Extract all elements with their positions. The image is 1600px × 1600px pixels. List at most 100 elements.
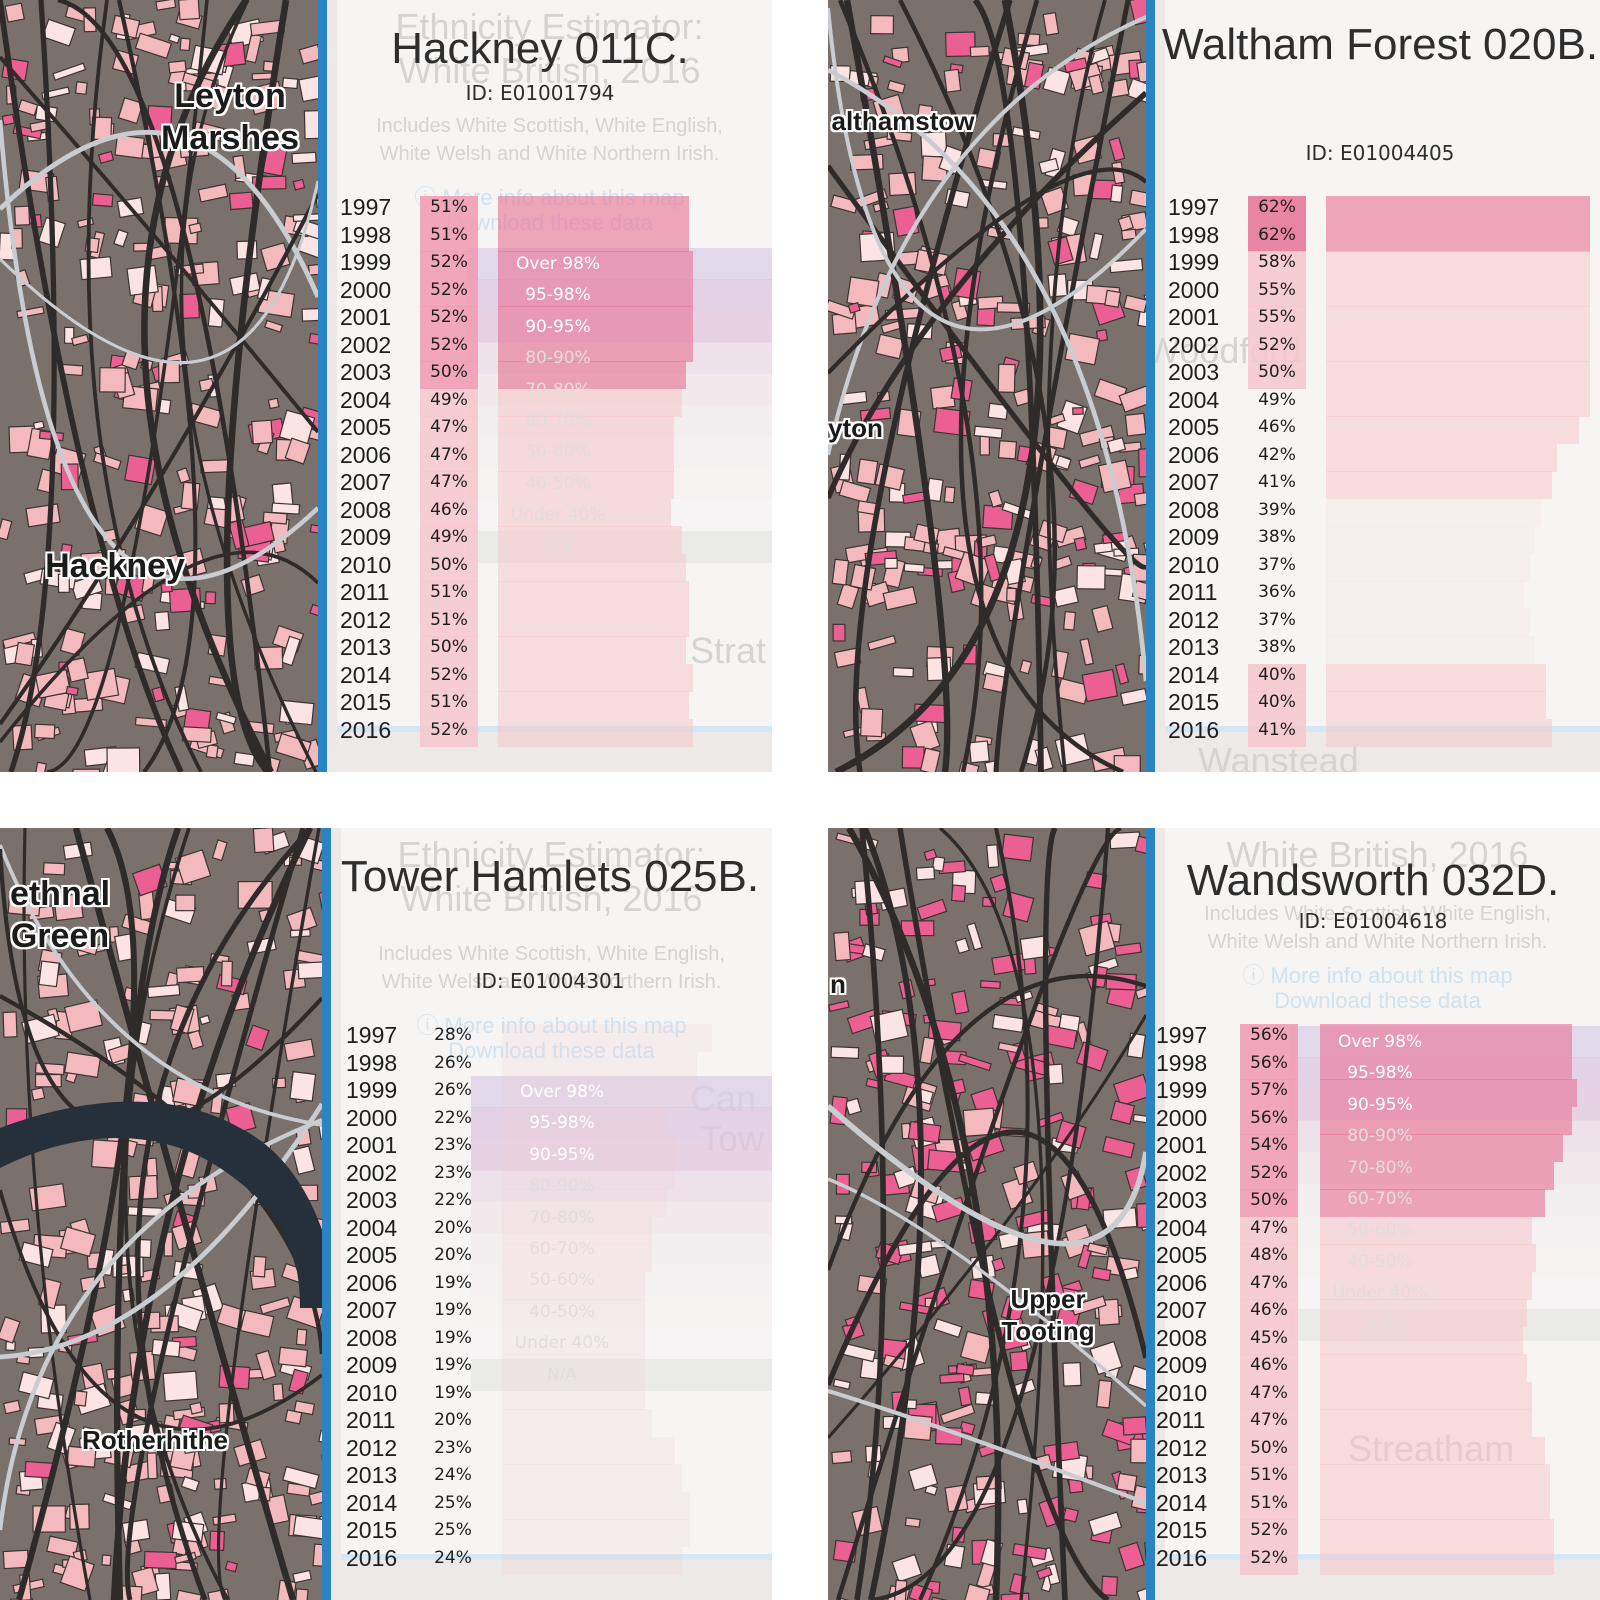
year-label: 2007: [340, 469, 392, 495]
percentage-value: 51%: [1250, 1492, 1288, 1513]
percentage-value: 52%: [1250, 1162, 1288, 1183]
more-info-link[interactable]: ⓘ More info about this map: [1242, 963, 1513, 988]
value-cell-bg: [1248, 278, 1306, 307]
value-bar: [498, 306, 693, 334]
area-title-block: Hackney 011C. ID: E01001794: [325, 24, 755, 105]
value-bar: [502, 1161, 675, 1190]
value-bar: [1320, 1216, 1532, 1245]
year-label: 2010: [346, 1379, 398, 1406]
year-label: 2008: [340, 496, 392, 523]
year-label: 2012: [340, 606, 392, 633]
legend-label: 95-98%: [1347, 1063, 1413, 1084]
value-bar: [498, 388, 682, 417]
value-cell-bg: [1248, 718, 1306, 747]
value-cell-bg: [1248, 223, 1306, 252]
value-bar: [1326, 526, 1535, 554]
percentage-value: 19%: [434, 1272, 472, 1293]
value-cell-bg: [1240, 1024, 1298, 1052]
legend-label: Under 40%: [514, 1333, 610, 1354]
map-view[interactable]: [0, 828, 322, 1600]
value-cell-bg: [420, 636, 478, 664]
year-label: 2014: [1156, 1489, 1208, 1516]
year-label: 2015: [340, 689, 392, 715]
percentage-value: 46%: [1250, 1300, 1288, 1320]
download-link[interactable]: Download these data: [1274, 988, 1481, 1013]
area-id: ID: E01004301: [475, 969, 625, 993]
percentage-value: 55%: [1258, 307, 1296, 327]
value-cell-bg: [1240, 1491, 1298, 1520]
year-label: 2000: [1168, 276, 1220, 303]
ghost-title: Ethnicity Estimator:: [397, 834, 706, 875]
year-label: 2002: [346, 1159, 398, 1186]
year-label: 2003: [340, 359, 392, 385]
percentage-value: 54%: [1250, 1135, 1288, 1155]
street-map: [0, 828, 322, 1600]
year-label: 2001: [346, 1132, 398, 1158]
value-bar: [498, 581, 690, 609]
value-bar: [1320, 1271, 1532, 1300]
percentage-value: 52%: [430, 664, 468, 685]
value-bar: [498, 553, 686, 582]
percentage-value: 52%: [430, 334, 468, 355]
percentage-value: 23%: [434, 1135, 472, 1155]
percentage-value: 19%: [434, 1382, 472, 1403]
value-cell-bg: [1240, 1299, 1298, 1327]
more-info-link[interactable]: ⓘ More info about this map: [416, 1013, 687, 1038]
value-bar: [1326, 443, 1557, 472]
percentage-value: 42%: [1258, 444, 1296, 465]
street-map: [0, 0, 318, 772]
street-map: [828, 0, 1146, 772]
area-id: ID: E01004618: [1298, 909, 1448, 933]
value-bar: [1326, 196, 1590, 224]
percentage-value: 41%: [1258, 472, 1296, 492]
year-label: 2006: [1168, 441, 1220, 468]
panel-waltham-forest: althamstow yton Woodford Wanstead Waltham Fo…: [828, 0, 1600, 772]
year-label: 1998: [340, 221, 392, 248]
percentage-value: 49%: [430, 527, 468, 547]
value-bar: [502, 1024, 712, 1052]
percentage-value: 47%: [1250, 1272, 1288, 1293]
legend-label: 90-95%: [1347, 1094, 1413, 1115]
value-cell-bg: [420, 471, 478, 499]
percentage-value: 50%: [1258, 362, 1296, 382]
year-label: 2014: [346, 1489, 398, 1516]
year-label: 2009: [340, 524, 392, 550]
year-label: 1997: [1156, 1022, 1208, 1048]
value-cell-bg: [1248, 663, 1306, 692]
value-cell-bg: [1240, 1326, 1298, 1355]
value-cell-bg: [420, 196, 478, 224]
legend-label: 60-70%: [1347, 1189, 1413, 1209]
map-view[interactable]: [0, 0, 318, 772]
legend-label: 80-90%: [525, 348, 591, 369]
year-label: 2015: [1156, 1517, 1208, 1543]
value-bar: [1326, 361, 1590, 389]
value-cell-bg: [1240, 1409, 1298, 1437]
value-bar: [1326, 718, 1552, 747]
value-cell-bg: [1240, 1381, 1298, 1410]
year-label: 2002: [1168, 331, 1220, 358]
value-bar: [1326, 333, 1590, 362]
percentage-value: 25%: [434, 1520, 472, 1540]
map-view[interactable]: [828, 828, 1146, 1600]
map-place-label: Leyton Marshes: [161, 77, 299, 157]
value-cell-bg: [1240, 1189, 1298, 1217]
download-link[interactable]: Download these data: [448, 1038, 655, 1063]
year-label: 2003: [346, 1187, 398, 1213]
percentage-value: 51%: [430, 582, 468, 602]
map-view[interactable]: [828, 0, 1146, 772]
value-cell-bg: [420, 581, 478, 609]
ghost-title: White British, 2016: [398, 50, 701, 91]
ghost-description: White Welsh and White Northern Irish.: [379, 143, 720, 165]
map-place-label: Rotherhithe: [82, 1425, 228, 1455]
year-label: 2012: [1156, 1434, 1208, 1461]
value-cell-bg: [1240, 1519, 1298, 1547]
legend-label: 40-50%: [529, 1301, 595, 1322]
value-bar: [498, 443, 675, 472]
percentage-value: 52%: [1250, 1520, 1288, 1540]
value-bar: [1320, 1436, 1545, 1465]
street-map: [828, 828, 1146, 1600]
legend-label: 80-90%: [529, 1176, 595, 1197]
map-place-label: althamstow: [831, 106, 975, 136]
value-bar: [1326, 608, 1530, 637]
value-bar: [502, 1216, 652, 1245]
